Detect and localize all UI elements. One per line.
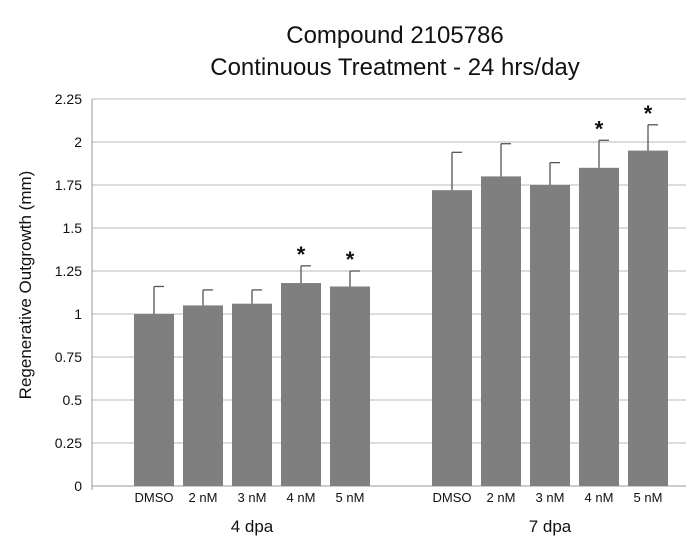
x-tick-label: 5 nM [634,490,663,505]
x-tick-label: 4 nM [585,490,614,505]
error-bar [451,151,462,191]
bar [481,176,521,486]
y-tick-label: 0.75 [55,349,82,365]
bar [134,314,174,486]
x-tick-label: 3 nM [536,490,565,505]
x-tick-label: DMSO [433,490,472,505]
error-bar [549,161,560,185]
error-bar [251,289,262,304]
x-tick-label: 2 nM [189,490,218,505]
bars: * * * * [134,101,668,487]
y-tick-labels: 0 0.25 0.5 0.75 1 1.25 1.5 1.75 2 2.25 [55,91,82,494]
significance-marker: * [346,247,355,272]
bar [232,303,272,486]
bar [330,286,370,486]
y-tick-label: 1.75 [55,177,82,193]
chart-title-line-1: Compound 2105786 [286,22,504,49]
chart-title-line-2: Continuous Treatment - 24 hrs/day [210,54,580,81]
bar [530,185,570,486]
error-bar [349,270,360,287]
bar [628,150,668,486]
y-tick-label: 0.25 [55,435,82,451]
bar [281,283,321,486]
x-tick-label: 2 nM [487,490,516,505]
bar [432,190,472,486]
y-tick-label: 2.25 [55,91,82,107]
y-tick-label: 1.25 [55,263,82,279]
error-bar [153,285,164,314]
error-bar [300,265,311,284]
significance-marker: * [644,101,653,126]
error-bar [647,124,658,151]
group-label: 7 dpa [529,517,572,536]
y-tick-label: 1.5 [63,220,83,236]
error-bar [500,143,511,177]
x-tick-label: 3 nM [238,490,267,505]
bar [579,167,619,487]
error-bar [598,139,609,168]
group-label: 4 dpa [231,517,274,536]
error-bar [202,289,213,306]
y-tick-label: 0.5 [63,392,83,408]
y-tick-label: 1 [74,306,82,322]
y-tick-label: 2 [74,134,82,150]
x-tick-label: 4 nM [287,490,316,505]
x-tick-label: 5 nM [336,490,365,505]
x-tick-labels: DMSO 2 nM 3 nM 4 nM 5 nM 4 dpa DMSO 2 nM 3 nM 4 n… [135,490,663,536]
y-axis-label: Regenerative Outgrowth (mm) [16,171,35,400]
significance-marker: * [595,116,604,141]
y-tick-label: 0 [74,478,82,494]
significance-marker: * [297,242,306,267]
bar [183,305,223,486]
x-tick-label: DMSO [135,490,174,505]
